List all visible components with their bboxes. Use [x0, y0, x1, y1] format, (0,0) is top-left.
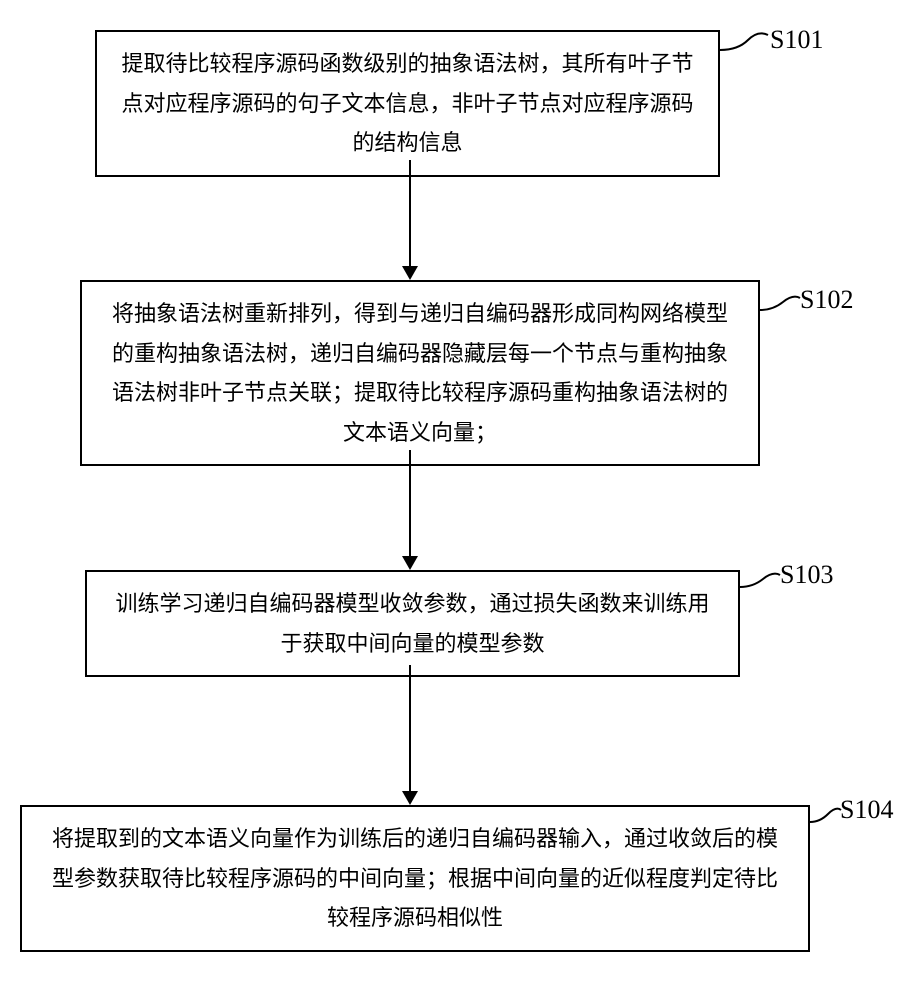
step-text: 将提取到的文本语义向量作为训练后的递归自编码器输入，通过收敛后的模型参数获取待比…	[52, 826, 778, 930]
step-text: 将抽象语法树重新排列，得到与递归自编码器形成同构网络模型的重构抽象语法树，递归自…	[112, 301, 728, 445]
connector-curve-s101	[718, 25, 773, 75]
step-box-s102: 将抽象语法树重新排列，得到与递归自编码器形成同构网络模型的重构抽象语法树，递归自…	[80, 280, 760, 466]
connector-curve-s104	[808, 800, 843, 850]
flowchart-container: 提取待比较程序源码函数级别的抽象语法树，其所有叶子节点对应程序源码的句子文本信息…	[0, 0, 903, 1000]
step-text: 提取待比较程序源码函数级别的抽象语法树，其所有叶子节点对应程序源码的句子文本信息…	[121, 51, 693, 155]
step-box-s104: 将提取到的文本语义向量作为训练后的递归自编码器输入，通过收敛后的模型参数获取待比…	[20, 805, 810, 952]
arrow-1	[0, 160, 903, 280]
step-label-s102: S102	[800, 285, 853, 315]
step-box-s101: 提取待比较程序源码函数级别的抽象语法树，其所有叶子节点对应程序源码的句子文本信息…	[95, 30, 720, 177]
step-label-s104: S104	[840, 795, 893, 825]
step-label-s103: S103	[780, 560, 833, 590]
step-box-s103: 训练学习递归自编码器模型收敛参数，通过损失函数来训练用于获取中间向量的模型参数	[85, 570, 740, 677]
step-text: 训练学习递归自编码器模型收敛参数，通过损失函数来训练用于获取中间向量的模型参数	[115, 591, 709, 656]
arrow-2	[0, 450, 903, 570]
step-label-s101: S101	[770, 25, 823, 55]
connector-curve-s102	[758, 290, 803, 340]
arrow-3	[0, 665, 903, 805]
connector-curve-s103	[738, 565, 783, 615]
